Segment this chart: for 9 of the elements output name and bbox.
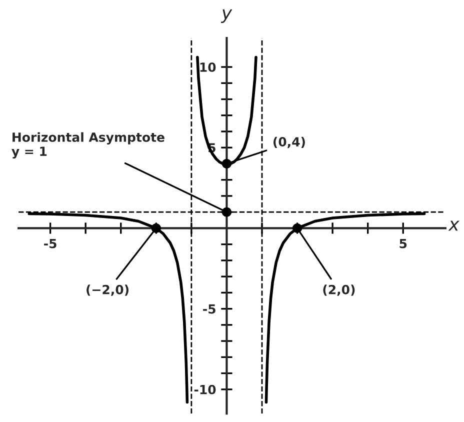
y-tick-label: 10	[200, 62, 216, 72]
y-tick-label: -5	[203, 304, 216, 314]
annotation: (0,4)	[274, 136, 305, 148]
x-axis-title: x	[448, 220, 460, 231]
annotation: (−2,0)	[86, 284, 128, 296]
y-tick-label: -10	[194, 384, 216, 394]
annotation: (2,0)	[323, 284, 355, 296]
annotation: Horizontal Asymptote y = 1	[12, 132, 164, 159]
y-axis-title: y	[220, 9, 232, 23]
